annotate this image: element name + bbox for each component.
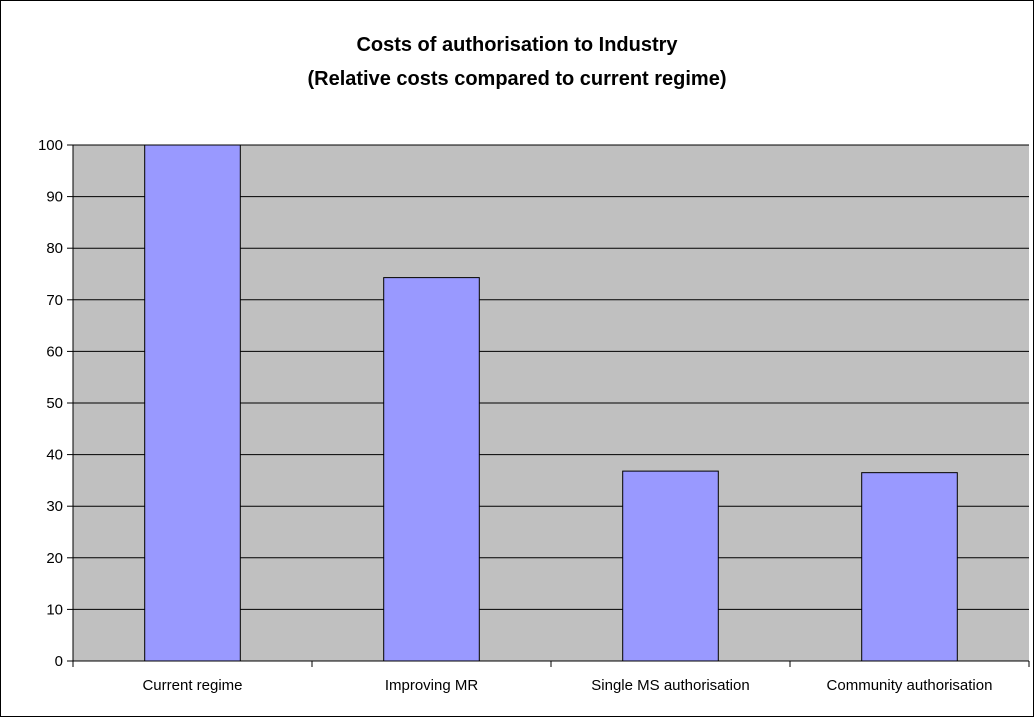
y-tick-label: 100: [38, 137, 63, 154]
bar: [144, 144, 241, 662]
bar: [861, 472, 958, 662]
y-tick-label: 90: [46, 189, 63, 206]
y-tick-label: 20: [46, 550, 63, 567]
y-tick-label: 30: [46, 498, 63, 515]
chart-title: Costs of authorisation to Industry: [356, 34, 678, 56]
y-tick-label: 10: [46, 601, 63, 618]
y-tick-label: 40: [46, 447, 63, 464]
axes: 0 10 20 30 40 50 60 70 80 90 100 Current regime Impr…: [38, 137, 1030, 694]
x-tick-label: Improving MR: [385, 677, 479, 694]
y-tick-label: 50: [46, 395, 63, 412]
y-tick-label: 70: [46, 292, 63, 309]
bar: [383, 277, 480, 662]
x-tick-label: Current regime: [142, 677, 242, 694]
chart-subtitle: (Relative costs compared to current regi…: [307, 68, 726, 90]
x-tick-label: Community authorisation: [827, 677, 993, 694]
y-tick-label: 0: [55, 653, 63, 670]
bars: [144, 144, 958, 662]
y-tick-label: 80: [46, 240, 63, 257]
y-tick-label: 60: [46, 343, 63, 360]
bar: [622, 470, 719, 662]
x-tick-label: Single MS authorisation: [591, 677, 749, 694]
